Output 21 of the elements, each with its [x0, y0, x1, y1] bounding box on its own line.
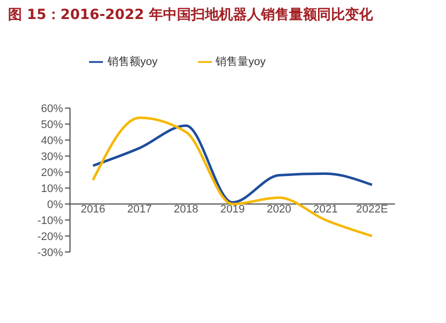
chart-title: 图 15：2016-2022 年中国扫地机器人销售量额同比变化 [8, 6, 373, 24]
y-tick-label: 10% [40, 182, 64, 195]
x-tick-label: 2022E [356, 203, 388, 216]
y-tick-label: -20% [37, 230, 64, 243]
y-tick-label: 40% [40, 134, 64, 147]
y-tick-label: 20% [40, 166, 64, 179]
x-tick-label: 2019 [220, 203, 245, 216]
x-tick-label: 2017 [127, 203, 152, 216]
y-tick-label: 50% [40, 118, 64, 131]
y-tick-label: -30% [37, 246, 64, 259]
x-tick-label: 2020 [266, 203, 292, 216]
legend-label: 销售量yoy [216, 56, 266, 68]
legend-label: 销售额yoy [107, 56, 158, 68]
y-tick-label: 30% [40, 150, 64, 163]
y-tick-label: 0% [47, 198, 64, 211]
line-series [92, 124, 374, 204]
y-tick-label: -10% [37, 214, 64, 227]
x-tick-label: 2021 [313, 203, 338, 216]
x-tick-label: 2016 [80, 203, 106, 216]
y-tick-label: 60% [40, 103, 64, 115]
x-tick-label: 2018 [174, 203, 198, 216]
